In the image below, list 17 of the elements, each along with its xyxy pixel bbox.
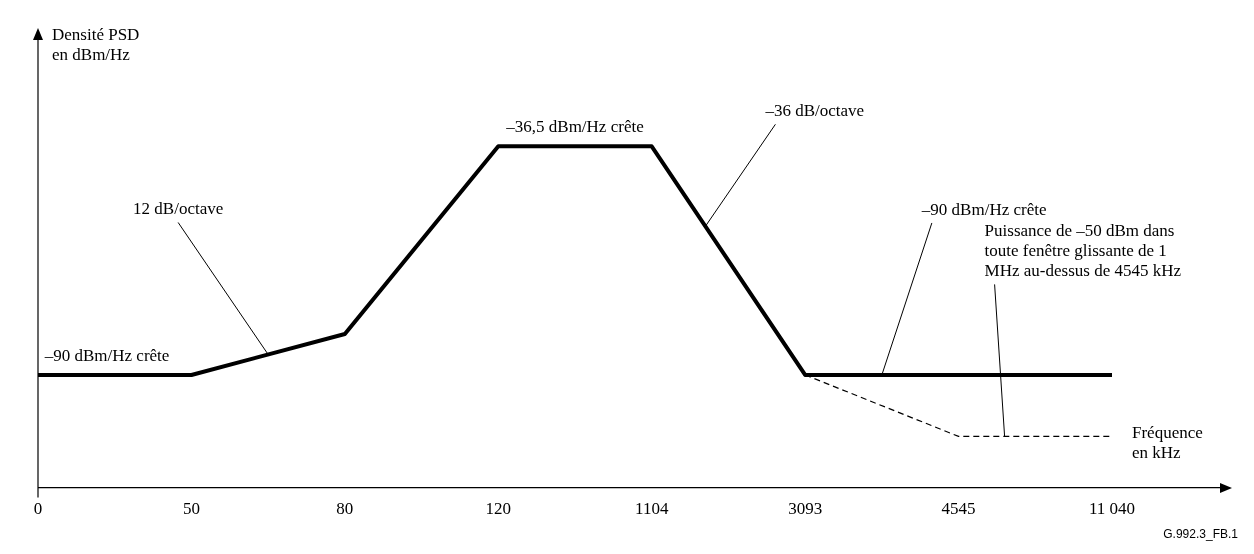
x-tick-label: 120 <box>485 499 512 519</box>
annotation: Puissance de –50 dBm dans toute fenêtre glissante de 1 MHz au-dessus de 4545 kHz <box>984 221 1182 281</box>
annotation: 12 dB/octave <box>133 199 224 219</box>
x-tick-label: 3093 <box>788 499 823 519</box>
y-axis-title: Densité PSD en dBm/Hz <box>52 25 140 64</box>
x-tick-label: 4545 <box>941 499 976 519</box>
x-tick-label: 0 <box>33 499 43 519</box>
text: –36 dB/octave <box>764 101 865 121</box>
x-tick-label: 11 040 <box>1088 499 1136 519</box>
x-tick-label: 1104 <box>635 499 669 519</box>
text: –36,5 dBm/Hz crête <box>505 117 644 137</box>
x-tick-label: 80 <box>336 499 354 519</box>
text: G.992.3_FB.1 <box>1163 527 1239 541</box>
x-tick-label: 50 <box>182 499 200 519</box>
annotation: –90 dBm/Hz crête <box>43 345 170 365</box>
annotation: –90 dBm/Hz crête <box>920 199 1047 219</box>
x-axis-title: Fréquence en kHz <box>1132 422 1203 462</box>
